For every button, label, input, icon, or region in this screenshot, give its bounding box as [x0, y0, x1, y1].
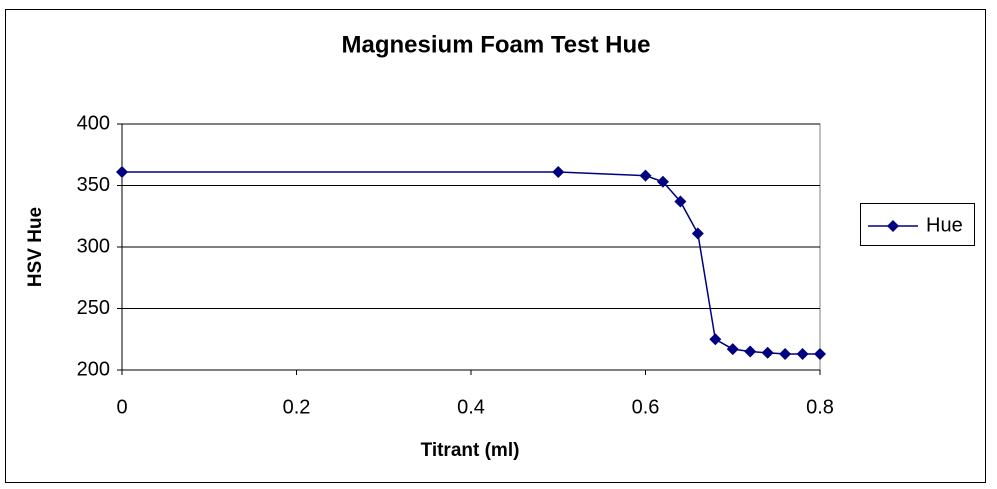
marker — [744, 345, 757, 358]
legend-box — [860, 203, 975, 246]
legend-label: Hue — [926, 214, 963, 236]
x-tick-label: 0.4 — [457, 396, 485, 418]
marker — [116, 165, 128, 178]
marker — [656, 175, 669, 188]
y-tick-label: 400 — [77, 112, 110, 134]
marker — [761, 346, 774, 359]
legend-marker — [887, 220, 899, 232]
marker — [726, 343, 739, 356]
marker — [674, 195, 687, 208]
marker — [796, 348, 809, 361]
x-tick-label: 0.6 — [632, 396, 660, 418]
y-tick-label: 350 — [77, 174, 110, 196]
marker — [691, 227, 704, 240]
marker — [709, 333, 722, 346]
marker — [639, 169, 652, 182]
x-tick-label: 0 — [116, 396, 127, 418]
marker — [552, 165, 565, 178]
x-tick-label: 0.8 — [806, 396, 834, 418]
x-tick-label: 0.2 — [283, 396, 311, 418]
y-tick-label: 200 — [77, 358, 110, 380]
y-tick-label: 300 — [77, 235, 110, 257]
chart-title: Magnesium Foam Test Hue — [342, 31, 651, 58]
marker — [779, 348, 792, 361]
marker — [814, 348, 826, 361]
y-tick-label: 250 — [77, 297, 110, 319]
y-axis-title: HSV Hue — [25, 207, 46, 287]
x-axis-title: Titrant (ml) — [421, 440, 520, 461]
